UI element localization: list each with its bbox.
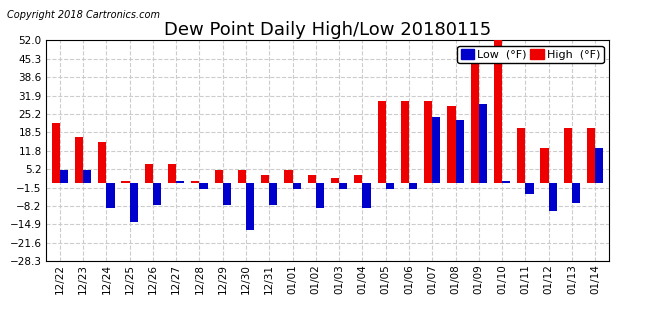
Bar — [246, 183, 254, 230]
Bar — [354, 175, 362, 183]
Bar — [130, 183, 138, 222]
Bar — [200, 183, 208, 189]
Bar — [316, 183, 324, 208]
Bar — [540, 148, 549, 183]
Bar — [517, 128, 525, 183]
Bar — [60, 170, 68, 183]
Bar — [121, 181, 130, 183]
Bar — [98, 142, 106, 183]
Bar — [284, 170, 293, 183]
Bar — [145, 164, 153, 183]
Bar — [75, 137, 83, 183]
Bar — [572, 183, 580, 203]
Bar — [502, 181, 510, 183]
Bar — [409, 183, 417, 189]
Bar — [308, 175, 316, 183]
Bar — [525, 183, 534, 194]
Bar — [83, 170, 91, 183]
Bar — [238, 170, 246, 183]
Bar — [106, 183, 115, 208]
Bar — [168, 164, 176, 183]
Title: Dew Point Daily High/Low 20180115: Dew Point Daily High/Low 20180115 — [164, 21, 491, 39]
Bar — [153, 183, 161, 205]
Bar — [261, 175, 269, 183]
Bar — [386, 183, 394, 189]
Text: Copyright 2018 Cartronics.com: Copyright 2018 Cartronics.com — [7, 10, 160, 20]
Bar — [293, 183, 301, 189]
Bar — [595, 148, 603, 183]
Bar — [471, 51, 479, 183]
Bar — [424, 101, 432, 183]
Bar — [447, 106, 455, 183]
Bar — [52, 123, 60, 183]
Bar — [339, 183, 347, 189]
Bar — [549, 183, 557, 211]
Bar — [377, 101, 386, 183]
Bar — [401, 101, 409, 183]
Bar — [191, 181, 200, 183]
Bar — [269, 183, 278, 205]
Bar — [587, 128, 595, 183]
Bar — [494, 40, 502, 183]
Bar — [432, 117, 440, 183]
Bar — [479, 104, 487, 183]
Bar — [362, 183, 371, 208]
Bar — [331, 178, 339, 183]
Legend: Low  (°F), High  (°F): Low (°F), High (°F) — [457, 46, 604, 63]
Bar — [455, 120, 464, 183]
Bar — [176, 181, 184, 183]
Bar — [215, 170, 223, 183]
Bar — [564, 128, 572, 183]
Bar — [223, 183, 231, 205]
